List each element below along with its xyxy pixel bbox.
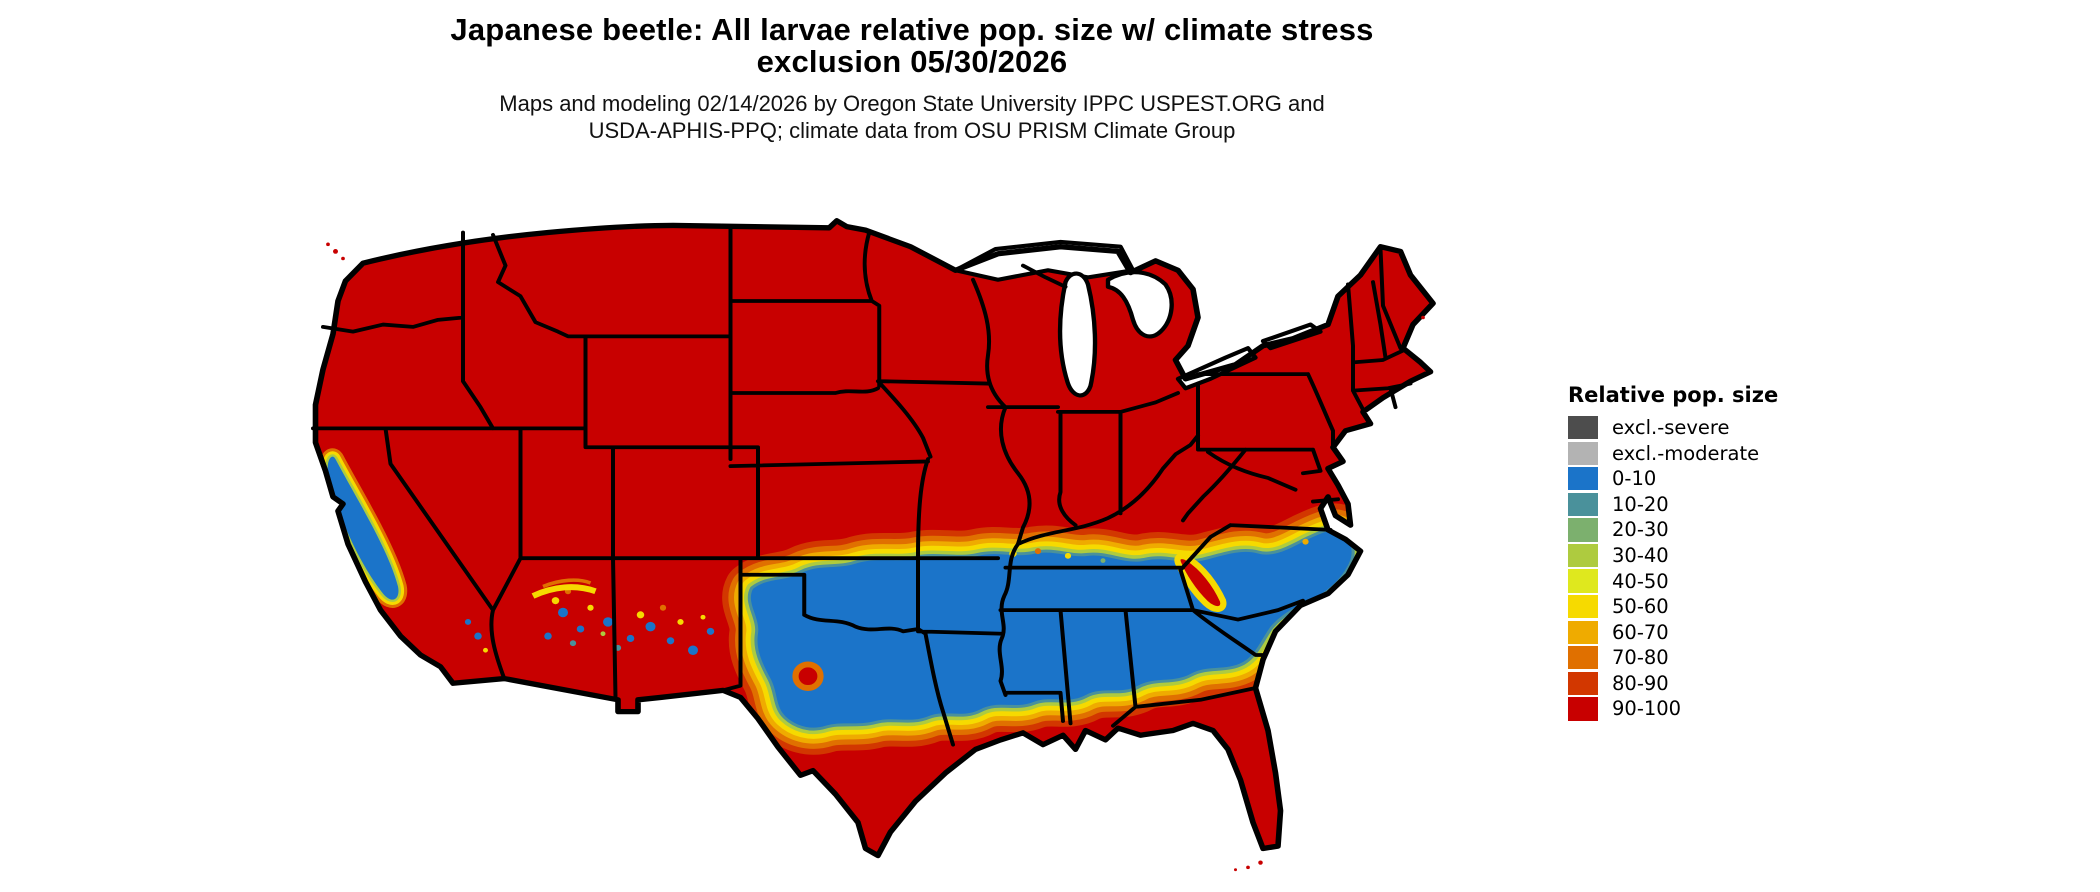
legend-item: 0-10 [1568, 467, 1868, 491]
legend-label: 10-20 [1612, 492, 1669, 516]
figure-subtitle-line2: USDA-APHIS-PPQ; climate data from OSU PR… [588, 118, 1236, 143]
legend-label: 70-80 [1612, 646, 1669, 670]
legend-label: 80-90 [1612, 671, 1669, 695]
legend-item: 10-20 [1568, 492, 1868, 516]
legend-item: 40-50 [1568, 569, 1868, 593]
legend-label: 60-70 [1612, 620, 1669, 644]
legend-items: excl.-severe excl.-moderate 0-10 10-20 2… [1568, 416, 1868, 721]
legend-item: excl.-severe [1568, 416, 1868, 440]
us-map-svg [311, 216, 1448, 872]
legend-item: 30-40 [1568, 543, 1868, 568]
legend-item: 50-60 [1568, 595, 1868, 619]
legend-swatch [1568, 620, 1598, 644]
figure-subtitle: Maps and modeling 02/14/2026 by Oregon S… [312, 90, 1512, 144]
legend-label: 20-30 [1612, 518, 1669, 542]
offshore-islands [326, 242, 1425, 872]
legend-label: 0-10 [1612, 467, 1657, 491]
figure-subtitle-line1: Maps and modeling 02/14/2026 by Oregon S… [499, 91, 1325, 116]
legend-swatch [1568, 595, 1598, 619]
legend-swatch [1568, 441, 1598, 465]
lake-michigan [1057, 271, 1098, 398]
legend-swatch [1568, 416, 1598, 440]
legend-swatch [1568, 646, 1598, 670]
legend-swatch [1568, 492, 1598, 516]
legend-swatch [1568, 569, 1598, 593]
legend-label: 40-50 [1612, 569, 1669, 593]
appalachian-red-patch [1174, 553, 1227, 612]
legend-label: 90-100 [1612, 697, 1682, 721]
legend-item: 20-30 [1568, 518, 1868, 542]
legend-swatch [1568, 467, 1598, 491]
map-legend: Relative pop. size excl.-severe excl.-mo… [1568, 383, 1868, 721]
legend-label: excl.-severe [1612, 416, 1730, 440]
legend-item: 80-90 [1568, 671, 1868, 695]
legend-label: excl.-moderate [1612, 441, 1760, 465]
figure-title-line2: exclusion 05/30/2026 [756, 44, 1068, 79]
legend-item: excl.-moderate [1568, 441, 1868, 465]
figure-header: Japanese beetle: All larvae relative pop… [312, 14, 1512, 144]
legend-label: 30-40 [1612, 543, 1669, 567]
legend-label: 50-60 [1612, 595, 1669, 619]
legend-swatch [1568, 518, 1598, 542]
legend-title: Relative pop. size [1568, 383, 1779, 407]
legend-item: 60-70 [1568, 620, 1868, 644]
legend-swatch [1568, 697, 1598, 721]
legend-item: 90-100 [1568, 697, 1868, 721]
lake-huron [1105, 270, 1174, 339]
legend-item: 70-80 [1568, 646, 1868, 670]
legend-swatch [1568, 543, 1598, 568]
legend-swatch [1568, 671, 1598, 695]
us-risk-map [248, 216, 1448, 892]
figure-title-line1: Japanese beetle: All larvae relative pop… [450, 12, 1374, 47]
